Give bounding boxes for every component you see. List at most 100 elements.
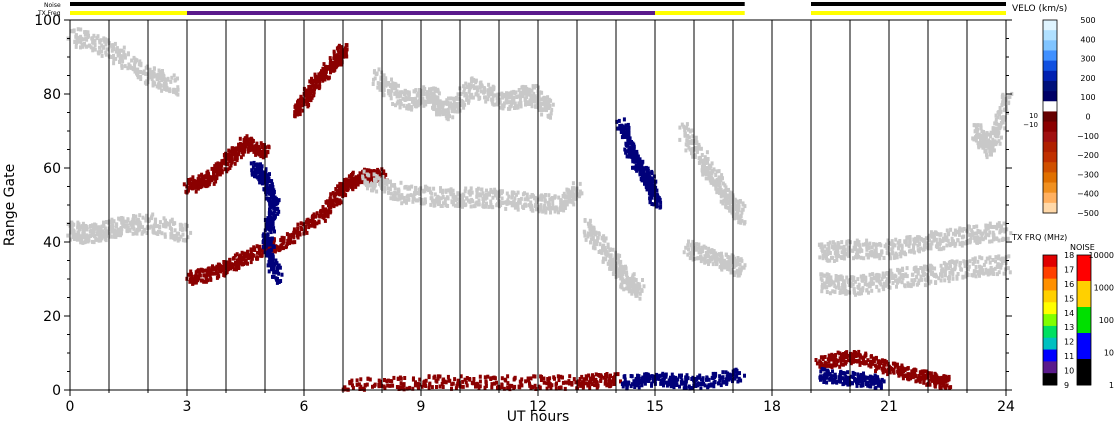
echo-cell	[874, 251, 878, 256]
echo-cell	[898, 239, 902, 243]
echo-cell	[468, 87, 472, 92]
echo-cell	[678, 137, 682, 142]
echo-cell	[509, 103, 513, 108]
echo-cell	[285, 242, 289, 247]
echo-cell	[272, 202, 276, 207]
echo-cell	[386, 378, 390, 383]
echo-cell	[243, 260, 247, 265]
echo-cell	[559, 385, 563, 390]
echo-cell	[135, 221, 139, 226]
echo-cell	[593, 383, 597, 388]
echo-cell	[180, 223, 184, 228]
echo-cell	[468, 199, 472, 204]
echo-cell	[336, 184, 340, 189]
echo-cell	[243, 146, 246, 151]
echo-cell	[99, 226, 103, 231]
echo-cell	[351, 187, 355, 192]
echo-cell	[689, 140, 693, 145]
echo-cell	[526, 92, 530, 97]
echo-cell	[262, 233, 265, 238]
echo-cell	[85, 225, 89, 230]
echo-cell	[399, 93, 403, 98]
echo-cell	[383, 186, 387, 191]
echo-cell	[550, 107, 554, 112]
echo-cell	[651, 187, 655, 192]
echo-cell	[603, 237, 607, 242]
echo-cell	[247, 253, 251, 258]
echo-cell	[183, 238, 187, 243]
echo-cell	[506, 385, 510, 390]
echo-cell	[922, 243, 926, 248]
echo-cell	[184, 227, 188, 232]
echo-cell	[427, 375, 431, 380]
echo-cell	[851, 248, 855, 253]
echo-cell	[721, 193, 725, 198]
echo-cell	[633, 385, 637, 389]
echo-cell	[521, 84, 525, 89]
echo-cell	[540, 193, 544, 198]
echo-cell	[184, 222, 188, 227]
echo-cell	[483, 375, 487, 380]
echo-cell	[414, 104, 418, 109]
echo-cell	[157, 72, 160, 77]
echo-cell	[69, 230, 73, 235]
echo-cell	[629, 374, 633, 378]
echo-cell	[715, 252, 719, 257]
echo-cell	[687, 135, 691, 140]
echo-cell	[222, 260, 226, 264]
echo-cell	[588, 218, 592, 223]
echo-cell	[669, 381, 673, 386]
echo-cell	[739, 257, 743, 262]
echo-cell	[730, 200, 734, 205]
echo-cell	[680, 378, 684, 383]
echo-cell	[301, 108, 305, 113]
echo-cell	[592, 242, 596, 247]
echo-cell	[104, 50, 108, 55]
echo-cell	[93, 38, 97, 43]
echo-cell	[715, 257, 719, 262]
echo-cell	[710, 375, 714, 380]
echo-cell	[307, 89, 311, 94]
echo-cell	[545, 381, 549, 386]
echo-cell	[529, 200, 533, 205]
echo-cell	[337, 50, 341, 55]
echo-cell	[145, 231, 149, 235]
echo-cell	[323, 211, 327, 216]
echo-cell	[248, 145, 252, 150]
echo-cell	[553, 194, 557, 199]
echo-cell	[522, 90, 525, 95]
echo-cell	[157, 68, 161, 73]
echo-cell	[367, 173, 371, 178]
echo-cell	[728, 208, 732, 213]
echo-cell	[152, 74, 156, 79]
echo-cell	[485, 192, 488, 197]
echo-cell	[732, 372, 736, 377]
echo-cell	[378, 173, 382, 178]
echo-cell	[264, 179, 268, 184]
echo-cell	[296, 226, 300, 231]
echo-cell	[688, 147, 692, 152]
echo-cell	[433, 200, 437, 205]
echo-cell	[888, 252, 892, 257]
echo-cell	[547, 193, 551, 198]
echo-cell	[402, 387, 406, 392]
echo-cell	[313, 86, 316, 91]
echo-cell	[609, 380, 613, 385]
echo-cell	[149, 73, 152, 78]
echo-cell	[557, 385, 561, 390]
echo-cell	[169, 79, 173, 84]
echo-cell	[172, 87, 176, 92]
echo-cell	[501, 106, 505, 111]
echo-cell	[652, 183, 655, 188]
echo-cell	[79, 234, 83, 239]
echo-cell	[256, 250, 259, 255]
echo-cell	[728, 205, 732, 209]
echo-cell	[730, 267, 733, 272]
echo-cell	[643, 181, 646, 186]
echo-cell	[650, 180, 654, 185]
echo-cell	[513, 205, 517, 210]
echo-cell	[405, 200, 408, 205]
echo-cell	[933, 235, 937, 240]
echo-cell	[623, 147, 627, 152]
echo-cell	[106, 229, 110, 234]
